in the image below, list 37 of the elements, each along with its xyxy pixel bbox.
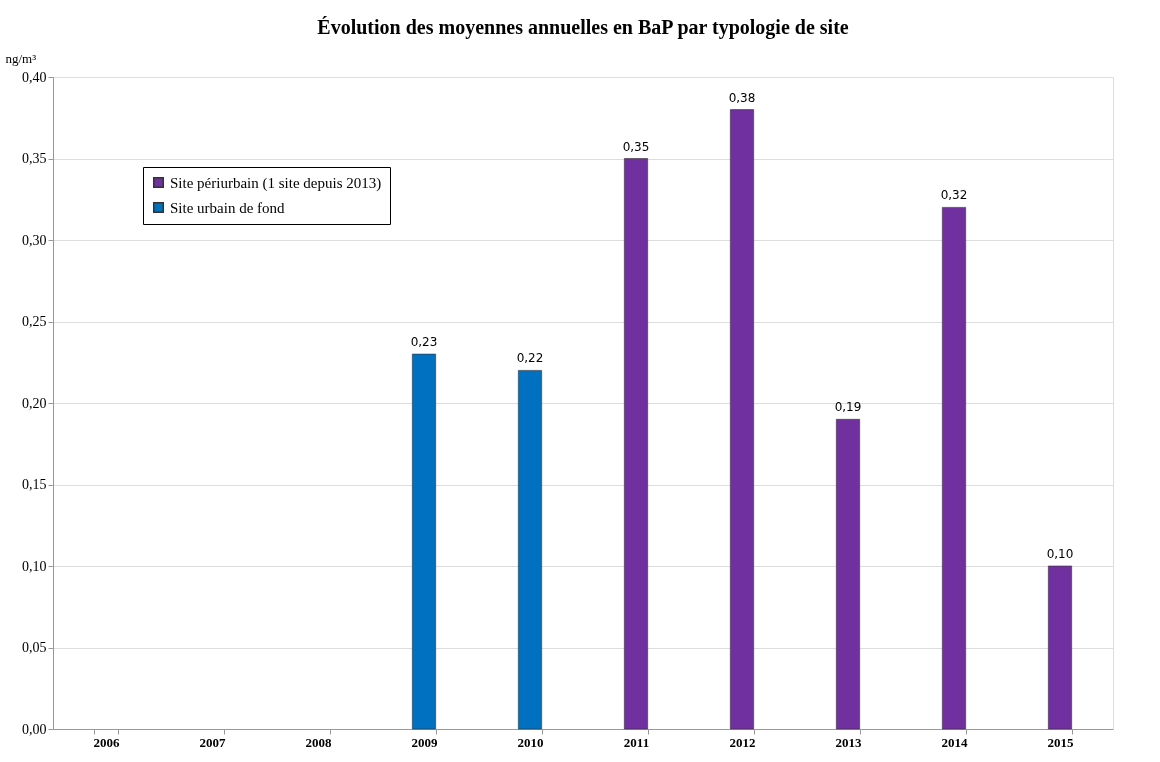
data-label: 0,19 <box>834 400 862 415</box>
x-tick-label: 2006 <box>93 734 120 750</box>
data-label: 0,22 <box>516 351 544 366</box>
bar <box>518 370 542 730</box>
y-tick-label: 0,35 <box>22 151 47 166</box>
x-tick-label: 2014 <box>941 734 968 750</box>
y-tick-label: 0,20 <box>22 395 47 411</box>
x-tick-label: 2010 <box>517 734 544 750</box>
x-tick-label: 2007 <box>199 734 226 750</box>
y-tick-label: 0,10 <box>22 558 47 574</box>
y-tick-label: 0,40 <box>22 69 47 85</box>
legend-label: Site urbain de fond <box>170 199 286 216</box>
x-tick-label: 2008 <box>305 734 332 750</box>
bar <box>730 109 754 730</box>
legend-label: Site périurbain (1 site depuis 2013) <box>170 174 382 192</box>
bar <box>942 207 966 730</box>
chart-title: Évolution des moyennes annuelles en BaP par typologie de site <box>317 16 849 39</box>
bar <box>1048 565 1072 730</box>
data-label: 0,23 <box>410 335 438 350</box>
y-tick-label: 0,30 <box>22 232 47 248</box>
y-axis-title: ng/m³ <box>5 50 37 66</box>
x-tick-label: 2015 <box>1047 734 1074 750</box>
bar <box>836 419 860 730</box>
x-tick-label: 2009 <box>411 734 438 750</box>
x-tick-label: 2013 <box>835 734 862 750</box>
bar <box>624 158 648 730</box>
y-tick-label: 0,05 <box>22 640 47 655</box>
y-tick-label: 0,15 <box>22 477 47 492</box>
data-label: 0,32 <box>940 188 968 203</box>
bar <box>412 353 436 730</box>
x-tick-label: 2011 <box>623 734 650 750</box>
data-label: 0,38 <box>728 90 756 105</box>
y-tick-label: 0,00 <box>22 721 47 737</box>
y-tick-label: 0,25 <box>22 314 47 329</box>
data-label: 0,10 <box>1046 547 1074 561</box>
x-tick-label: 2012 <box>729 734 756 750</box>
data-label: 0,35 <box>622 139 650 154</box>
